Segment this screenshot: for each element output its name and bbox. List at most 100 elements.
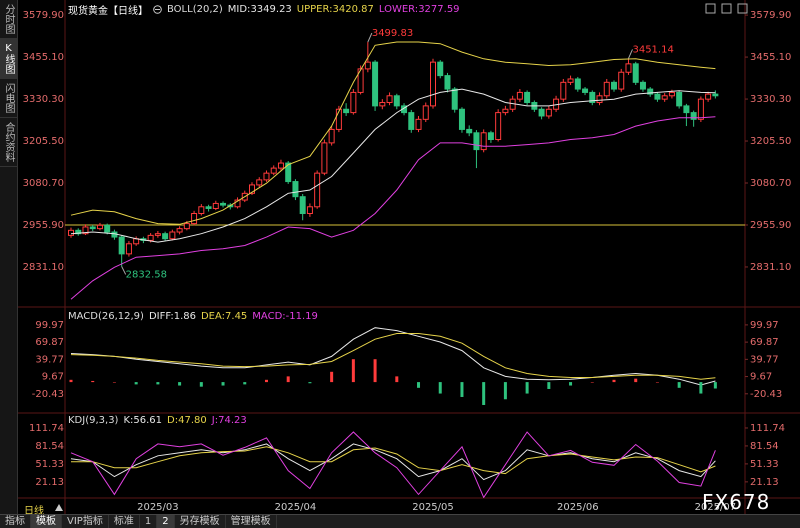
y-tick-label: 9.67 (750, 372, 772, 383)
candle-body (560, 81, 567, 100)
candle-body (567, 78, 574, 83)
candle-body (357, 68, 364, 93)
candle-body (654, 93, 661, 100)
toolbar-tab[interactable]: 2 (157, 515, 175, 528)
y-tick-label: 3080.70 (750, 178, 791, 189)
toolbar-tab[interactable]: 1 (140, 515, 158, 528)
side-tab[interactable]: 合约资料 (0, 118, 17, 167)
indicator-line (70, 431, 716, 498)
macd-bar (634, 378, 638, 383)
toolbar-tab[interactable]: VIP指标 (62, 515, 109, 528)
candle-body (495, 112, 502, 141)
macd-bar (286, 376, 290, 383)
indicator-line (70, 443, 716, 481)
annotation-leader (628, 49, 633, 59)
macd-header: MACD(26,12,9) DIFF: 1.86 DEA: 7.45 MACD: -11.… (68, 311, 318, 322)
candle-body (625, 63, 632, 73)
period-arrow[interactable] (55, 504, 63, 511)
toolbar-tab[interactable]: 模板 (31, 515, 62, 528)
legend-entry: LOWER: 3277.59 (379, 4, 460, 15)
candle-body (524, 91, 531, 104)
price-annotation: 2832.58 (126, 269, 167, 280)
kdj-header: KDJ(9,3,3) K: 56.61 D: 47.80 J: 74.23 (68, 415, 247, 426)
toolbar-tab[interactable]: 管理模板 (226, 515, 277, 528)
boll-line (70, 116, 716, 300)
candle-body (451, 88, 458, 110)
candle-body (104, 224, 111, 233)
legend-entry: K: 56.61 (123, 415, 162, 426)
y-tick-label: 3205.50 (23, 136, 64, 147)
window-icon[interactable] (721, 3, 732, 14)
candle-body (350, 91, 357, 114)
candle-body (306, 206, 313, 215)
candle-body (292, 181, 299, 198)
y-tick-label: 2955.90 (23, 220, 64, 231)
candle-body (690, 112, 697, 120)
y-tick-label: -20.43 (32, 389, 64, 400)
candle-body (589, 91, 596, 104)
candle-body (183, 223, 190, 230)
candle-body (603, 81, 610, 97)
macd-bar (417, 382, 421, 388)
x-tick-label: 2025/03 (137, 502, 179, 513)
macd-bar (569, 382, 573, 386)
macd-bar (69, 379, 73, 383)
y-tick-label: 3205.50 (750, 136, 791, 147)
candle-body (263, 172, 270, 181)
toggle-icon[interactable] (153, 5, 162, 14)
x-tick-label: 2025/04 (275, 502, 317, 513)
candle-body (154, 233, 161, 236)
toolbar-tab[interactable]: 另存模板 (175, 515, 226, 528)
legend-entry: J: 74.23 (212, 415, 247, 426)
candle-body (676, 91, 683, 107)
legend-entry: MACD: -11.19 (252, 311, 318, 322)
window-icon[interactable] (737, 3, 748, 14)
side-tab[interactable]: K线图 (0, 39, 17, 79)
indicator-title: MACD(26,12,9) (68, 311, 144, 322)
y-tick-label: 111.74 (29, 423, 64, 434)
candle-body (212, 202, 219, 209)
side-tab[interactable]: 分时图 (0, 0, 17, 39)
candle-body (480, 132, 487, 151)
x-tick-label: 2025/05 (412, 502, 454, 513)
candle-body (422, 105, 429, 120)
y-tick-label: 21.13 (35, 477, 64, 488)
indicator-title: KDJ(9,3,3) (68, 415, 119, 426)
legend-value: 74.23 (218, 415, 247, 426)
macd-bar (134, 382, 138, 385)
y-tick-label: 3455.10 (23, 52, 64, 63)
toolbar-tab[interactable]: 指标 (0, 515, 31, 528)
price-annotation: 3451.14 (632, 44, 673, 55)
y-tick-label: 39.77 (35, 354, 64, 365)
candle-body (430, 61, 436, 107)
period-selector[interactable]: 日线 (24, 506, 44, 517)
candle-body (466, 128, 473, 134)
legend-value: 3349.23 (250, 4, 292, 15)
candle-body (444, 75, 451, 90)
candle-body (198, 206, 205, 215)
candle-body (82, 226, 89, 235)
legend-entry: MID: 3349.23 (228, 4, 292, 15)
legend-name: D: (167, 415, 179, 426)
y-tick-label: 2955.90 (750, 220, 791, 231)
candle-body (96, 224, 103, 230)
candle-body (191, 213, 198, 225)
candle-body (705, 93, 712, 100)
candle-body (299, 196, 306, 215)
y-tick-label: 99.97 (35, 320, 64, 331)
candle-body (697, 98, 704, 120)
legend-name: K: (123, 415, 134, 426)
toolbar-tab[interactable]: 标准 (109, 515, 140, 528)
candle-body (256, 179, 263, 186)
indicator-title: BOLL(20,2) (167, 4, 223, 15)
candle-body (596, 95, 603, 104)
legend-name: MID: (227, 4, 251, 15)
candle-body (582, 88, 589, 93)
panel: 99.97 99.97 69.87 69.87 39.77 39.77 9.67 9.67 -2… (32, 320, 782, 405)
side-tab[interactable]: 闪电图 (0, 79, 17, 118)
macd-bar (395, 376, 399, 383)
y-tick-label: 3579.90 (750, 10, 791, 21)
window-icon[interactable] (705, 3, 716, 14)
